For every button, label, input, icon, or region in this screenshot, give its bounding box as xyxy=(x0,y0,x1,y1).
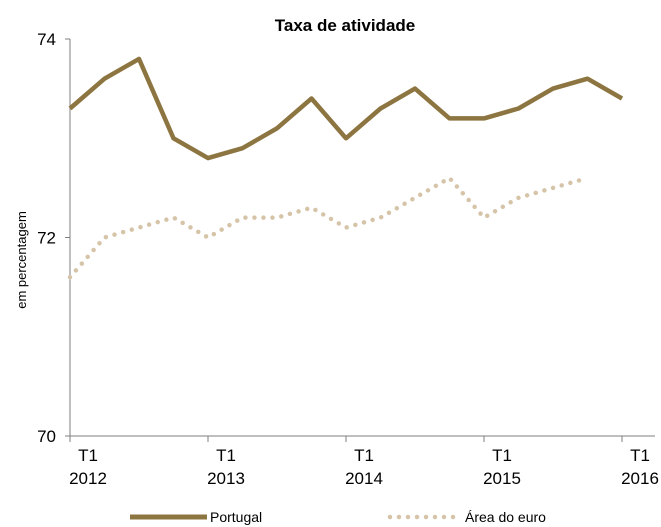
series-layer xyxy=(67,56,624,280)
chart-title: Taxa de atividade xyxy=(275,16,415,35)
data-point xyxy=(310,206,314,210)
x-tick-label-year: 2016 xyxy=(621,469,659,488)
y-tick-label: 70 xyxy=(37,427,56,446)
legend-label-portugal: Portugal xyxy=(210,509,262,525)
x-tick-label-year: 2013 xyxy=(207,469,245,488)
legend-label-area-do-euro: Área do euro xyxy=(465,509,546,525)
axes: 70 72 74 T1 2012 T1 2013 T1 2014 T1 2015 T1 2016 xyxy=(37,30,659,488)
x-tick-label-quarter: T1 xyxy=(78,446,98,465)
x-tick-label-year: 2014 xyxy=(345,469,383,488)
y-tick-label: 74 xyxy=(37,30,56,49)
series-line-area-do-euro xyxy=(67,175,590,280)
x-tick-label-quarter: T1 xyxy=(630,446,650,465)
x-tick-label-year: 2012 xyxy=(69,469,107,488)
x-tick-label-quarter: T1 xyxy=(354,446,374,465)
series-line-portugal xyxy=(68,56,624,161)
y-axis-label: em percentagem xyxy=(14,211,29,309)
data-point xyxy=(586,176,590,180)
x-tick-label-year: 2015 xyxy=(483,469,521,488)
y-tick-label: 72 xyxy=(37,229,56,248)
legend: Portugal Área do euro xyxy=(130,509,546,525)
data-point xyxy=(275,216,279,220)
x-tick-label-quarter: T1 xyxy=(492,446,512,465)
x-tick-label-quarter: T1 xyxy=(216,446,236,465)
